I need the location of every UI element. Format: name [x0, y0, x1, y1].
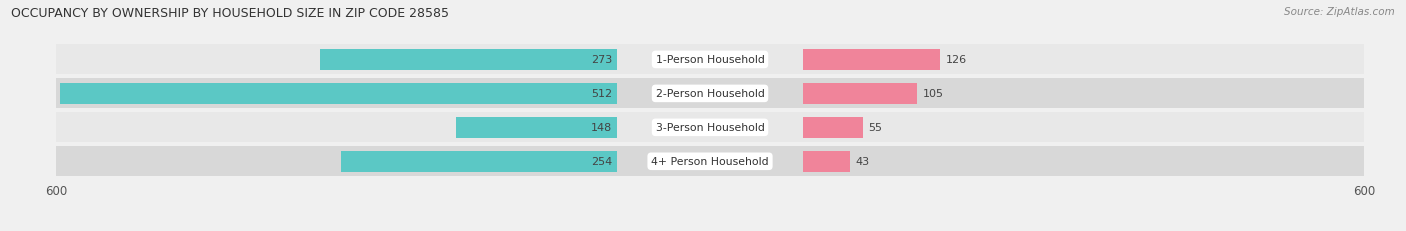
- Text: 55: 55: [868, 123, 882, 133]
- Text: 43: 43: [855, 157, 869, 167]
- Text: 126: 126: [945, 55, 966, 65]
- Bar: [321, 50, 617, 71]
- Text: 2-Person Household: 2-Person Household: [655, 89, 765, 99]
- Text: 254: 254: [591, 157, 612, 167]
- Bar: [803, 151, 849, 172]
- Bar: [59, 83, 617, 104]
- Bar: [56, 147, 1364, 176]
- Bar: [803, 83, 917, 104]
- Text: 3-Person Household: 3-Person Household: [655, 123, 765, 133]
- Bar: [56, 113, 1364, 143]
- Bar: [56, 45, 1364, 75]
- Text: OCCUPANCY BY OWNERSHIP BY HOUSEHOLD SIZE IN ZIP CODE 28585: OCCUPANCY BY OWNERSHIP BY HOUSEHOLD SIZE…: [11, 7, 450, 20]
- Bar: [456, 117, 617, 138]
- Text: 105: 105: [922, 89, 943, 99]
- Bar: [56, 79, 1364, 109]
- Text: Source: ZipAtlas.com: Source: ZipAtlas.com: [1284, 7, 1395, 17]
- Bar: [340, 151, 617, 172]
- Bar: [803, 117, 862, 138]
- Bar: [803, 50, 941, 71]
- Text: 148: 148: [591, 123, 612, 133]
- Text: 1-Person Household: 1-Person Household: [655, 55, 765, 65]
- Text: 273: 273: [591, 55, 612, 65]
- Text: 512: 512: [591, 89, 612, 99]
- Text: 4+ Person Household: 4+ Person Household: [651, 157, 769, 167]
